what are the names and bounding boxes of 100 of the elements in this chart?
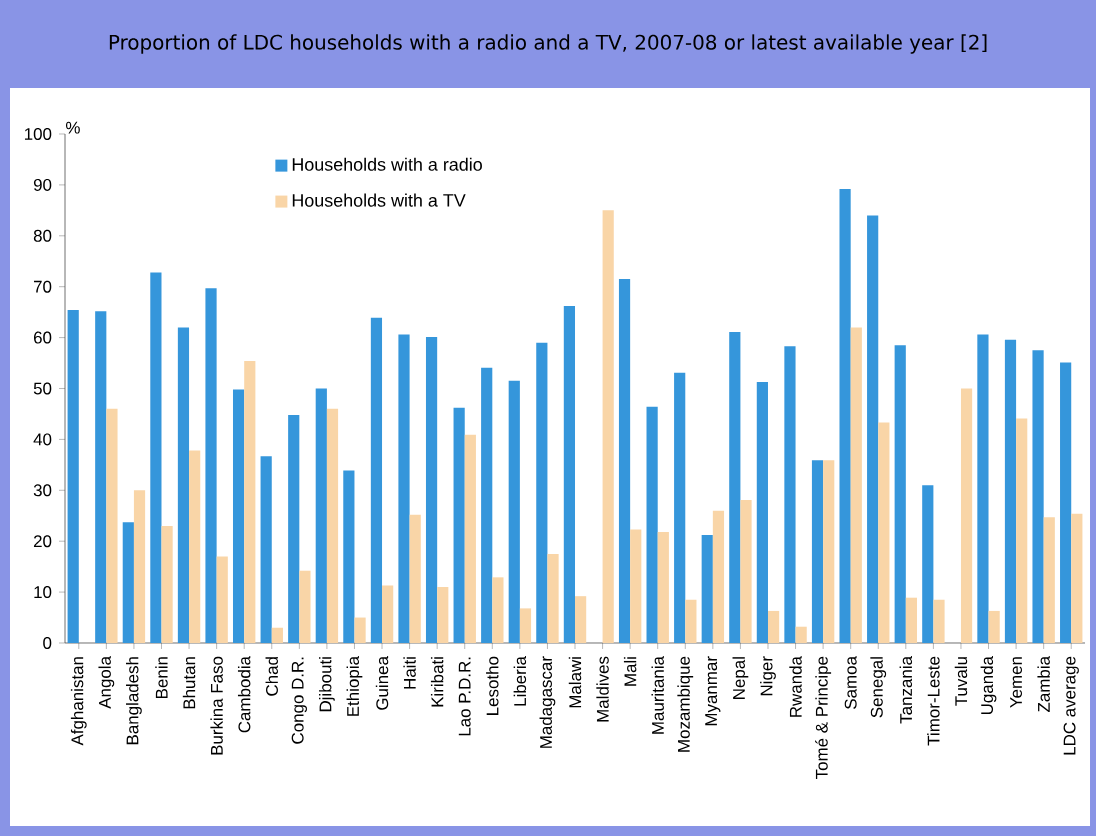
bar <box>216 556 228 643</box>
bar <box>839 188 851 643</box>
x-tick-label: Tanzania <box>899 656 913 724</box>
bar <box>1060 362 1072 643</box>
bar <box>260 456 272 643</box>
y-tick-label: 100 <box>24 128 52 140</box>
legend-label: Households with a TV <box>292 193 466 207</box>
bar <box>988 610 1000 643</box>
y-tick-label: 20 <box>33 535 52 548</box>
bar <box>161 525 173 643</box>
bar <box>343 470 355 643</box>
bar <box>299 570 311 643</box>
x-tick-label: Lesotho <box>486 656 499 715</box>
x-tick-label: Mozambique <box>677 656 694 752</box>
bar <box>767 610 780 643</box>
bar <box>701 535 713 643</box>
x-tick-label: Nepal <box>732 657 749 699</box>
x-tick-label: Madagascar <box>539 656 556 748</box>
bar <box>646 406 658 643</box>
legend-label: Households with a radio <box>292 157 482 171</box>
bar <box>685 599 697 643</box>
bar <box>657 532 669 643</box>
bar <box>288 414 300 643</box>
bar <box>464 434 476 643</box>
x-tick-label: Cambodia <box>237 656 251 733</box>
bar <box>1032 350 1044 643</box>
x-tick-label: Yemen <box>1010 657 1022 708</box>
bar <box>189 450 201 643</box>
bar <box>244 361 256 643</box>
x-tick-label: Bangladesh <box>126 657 142 745</box>
x-tick-label: Niger <box>760 656 776 696</box>
x-tick-label: Maldives <box>596 656 609 722</box>
bar <box>326 408 339 643</box>
y-tick-label: 30 <box>33 484 52 497</box>
bar <box>575 596 587 643</box>
bar <box>354 617 366 643</box>
x-tick-label: Benin <box>155 657 168 698</box>
bar <box>811 460 824 643</box>
x-tick-label: Senegal <box>870 657 887 718</box>
x-tick-label: Chad <box>265 657 278 696</box>
x-tick-label: Uganda <box>980 656 997 715</box>
x-tick-label: Afghanistan <box>70 657 87 746</box>
x-tick-label: Congo D.R. <box>291 657 307 744</box>
x-tick-label: Malawi <box>568 657 582 708</box>
x-tick-label: Tuvalu <box>954 657 968 706</box>
x-tick-label: Zambia <box>1037 656 1050 712</box>
bar <box>205 288 217 643</box>
x-tick-label: Haiti <box>403 657 416 689</box>
bar <box>784 346 796 643</box>
x-tick-label: Tomé & Principe <box>815 656 832 779</box>
bar <box>630 529 642 643</box>
y-tick-label: 90 <box>33 178 52 191</box>
bar <box>878 422 890 643</box>
bar <box>712 510 725 643</box>
x-tick-label: Liberia <box>513 656 527 706</box>
bar <box>850 327 862 643</box>
bar <box>547 553 559 643</box>
bar <box>894 345 906 643</box>
x-tick-label: Mauritania <box>651 656 664 734</box>
bar <box>315 388 327 643</box>
bar <box>398 334 410 643</box>
bar <box>481 367 493 643</box>
bar <box>425 337 438 643</box>
x-tick-label: Guinea <box>375 656 389 710</box>
y-tick-label: 60 <box>34 331 52 344</box>
bar <box>618 279 631 643</box>
x-tick-label: Samoa <box>844 656 857 709</box>
bar <box>437 587 449 643</box>
x-tick-label: Angola <box>98 656 115 709</box>
y-tick-label: 70 <box>34 280 52 293</box>
bar <box>519 608 532 643</box>
y-axis-title: % <box>65 121 80 134</box>
bar <box>150 272 162 643</box>
bar <box>133 490 146 643</box>
bar <box>1043 517 1055 643</box>
x-tick-label: Lao P.D.R. <box>458 657 471 736</box>
y-tick-label: 10 <box>34 586 52 599</box>
bar <box>795 626 807 643</box>
bar <box>563 306 576 643</box>
y-tick-label: 0 <box>43 637 52 649</box>
x-tick-label: Timor-Leste <box>927 656 940 746</box>
y-tick-label: 50 <box>33 382 52 395</box>
bar <box>867 215 879 643</box>
y-tick-label: 40 <box>33 433 52 446</box>
x-tick-label: LDC average <box>1063 656 1079 755</box>
y-tick-label: 80 <box>33 229 52 242</box>
bar <box>122 522 134 643</box>
bar <box>508 380 520 643</box>
bar <box>67 310 79 643</box>
bar <box>977 334 989 643</box>
bar <box>492 577 504 643</box>
bar <box>453 407 465 643</box>
bar <box>95 311 107 643</box>
x-tick-label: Burkina Faso <box>210 656 223 755</box>
bar <box>740 499 752 643</box>
bar <box>1016 418 1028 643</box>
x-tick-label: Kiribati <box>430 657 444 707</box>
bar <box>602 210 614 643</box>
x-tick-label: Djibouti <box>318 657 335 712</box>
bar <box>960 388 973 643</box>
